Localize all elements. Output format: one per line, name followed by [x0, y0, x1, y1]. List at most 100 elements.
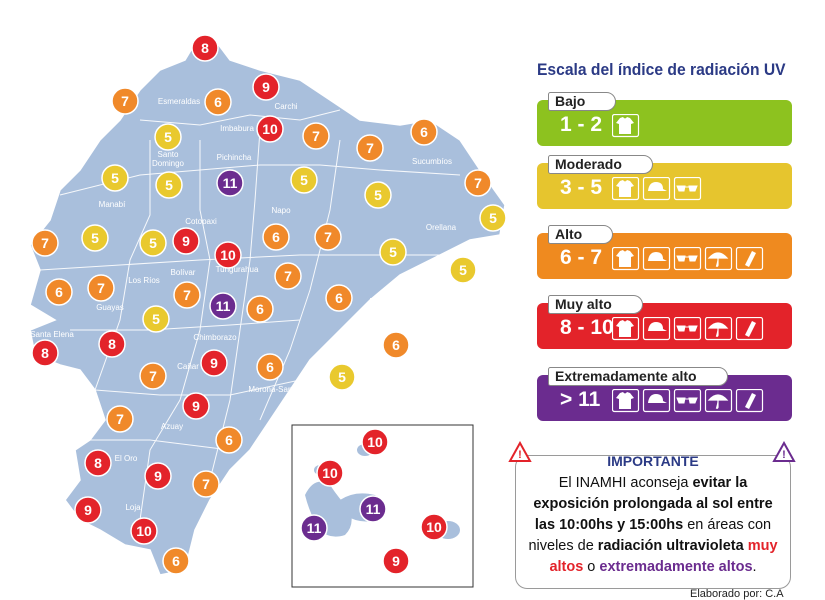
icon-umbrella: [707, 394, 729, 409]
uv-value: 5: [149, 235, 157, 251]
uv-marker: [101, 164, 129, 192]
province-label: Cotopaxi: [185, 217, 217, 226]
level-name: Bajo: [548, 92, 617, 111]
uv-value: 7: [97, 280, 105, 296]
province-label: Chinchipe: [200, 536, 236, 545]
protection-icon: [642, 317, 671, 341]
uv-value: 5: [164, 129, 172, 145]
uv-value: 7: [149, 368, 157, 384]
province-label: Loja: [125, 503, 141, 512]
protection-icon: [612, 247, 640, 271]
note-text: extremadamente altos: [599, 559, 753, 575]
icon-frame: [642, 317, 671, 341]
uv-marker: [173, 281, 201, 309]
uv-value: 7: [366, 140, 374, 156]
uv-marker: [356, 134, 384, 162]
level-name: Moderado: [548, 155, 653, 174]
uv-marker: [328, 363, 356, 391]
province-label: Tungurahua: [216, 265, 259, 274]
uv-value: 7: [121, 93, 129, 109]
protection-icon: [704, 389, 733, 413]
icon-frame: [642, 177, 671, 201]
uv-value: 7: [284, 268, 292, 284]
credit: Elaborado por: C.A: [690, 588, 784, 600]
icon-glasses: [676, 397, 698, 404]
icon-frame: [704, 389, 733, 413]
note-box: [515, 455, 791, 589]
uv-marker: [382, 331, 410, 359]
icon-frame: [704, 317, 733, 341]
uv-value: 6: [225, 432, 233, 448]
uv-value: 7: [183, 287, 191, 303]
icon-frame: [673, 389, 702, 413]
uv-value: 11: [307, 520, 322, 536]
province-label: Pichincha: [217, 153, 252, 162]
uv-value: 9: [84, 502, 92, 518]
note-text: evitar la exposición prolongada al sol e…: [533, 475, 773, 533]
uv-marker: [87, 274, 115, 302]
province-label: Los Ríos: [128, 276, 160, 285]
warning-mark: !: [518, 449, 522, 461]
icon-cap: [648, 182, 667, 191]
note-text: o: [583, 559, 600, 575]
uv-value: 8: [41, 345, 49, 361]
protection-icon: [735, 389, 764, 413]
icon-cap: [648, 252, 667, 261]
icon-umbrella: [707, 322, 729, 337]
note-text: El INAMHI aconseja: [558, 475, 693, 491]
province-label: Imbabura: [220, 124, 254, 133]
uv-marker: [142, 305, 170, 333]
uv-marker: [314, 223, 342, 251]
level-range: 6 - 7: [560, 246, 603, 269]
protection-icon: [612, 114, 640, 138]
icon-glasses: [676, 255, 698, 262]
uv-value: 10: [136, 523, 152, 539]
uv-value: 11: [216, 298, 231, 314]
uv-marker: [209, 292, 237, 320]
uv-value: 7: [324, 229, 332, 245]
uv-marker: [216, 169, 244, 197]
icon-frame: [673, 177, 702, 201]
level-range: 8 - 10: [560, 316, 614, 339]
note-text: radiación ultravioleta: [597, 538, 748, 554]
uv-marker: [410, 118, 438, 146]
icon-cap: [648, 394, 667, 403]
icon-shirt: [616, 117, 634, 134]
province-label: Santo: [158, 150, 179, 159]
uv-marker: [155, 171, 183, 199]
protection-icon: [673, 317, 702, 341]
uv-marker: [31, 339, 59, 367]
icon-cream: [745, 321, 756, 337]
uv-marker: [215, 426, 243, 454]
warning-icon: [508, 441, 532, 462]
uv-marker: [182, 392, 210, 420]
province-label: Guayas: [96, 303, 124, 312]
icon-shirt: [616, 392, 634, 409]
level-name: Extremadamente alto: [548, 367, 728, 386]
icon-cap: [648, 322, 667, 331]
protection-icon: [642, 247, 671, 271]
protection-icons: [612, 247, 764, 271]
icon-frame: [612, 177, 640, 201]
uv-marker: [449, 256, 477, 284]
province-label: Bolívar: [171, 268, 196, 277]
protection-icon: [612, 177, 640, 201]
uv-marker: [325, 284, 353, 312]
uv-marker: [274, 262, 302, 290]
icon-frame: [612, 247, 640, 271]
uv-marker: [479, 204, 507, 232]
icon-frame: [642, 247, 671, 271]
uv-marker: [359, 495, 387, 523]
uv-value: 6: [392, 337, 400, 353]
protection-icons: [612, 177, 702, 201]
icon-frame: [735, 389, 764, 413]
uv-value: 9: [182, 233, 190, 249]
uv-marker: [316, 459, 344, 487]
protection-icon: [673, 247, 702, 271]
icon-umbrella: [707, 252, 729, 267]
uv-value: 6: [172, 553, 180, 569]
note-title: IMPORTANTE: [607, 453, 699, 469]
uv-marker: [246, 295, 274, 323]
